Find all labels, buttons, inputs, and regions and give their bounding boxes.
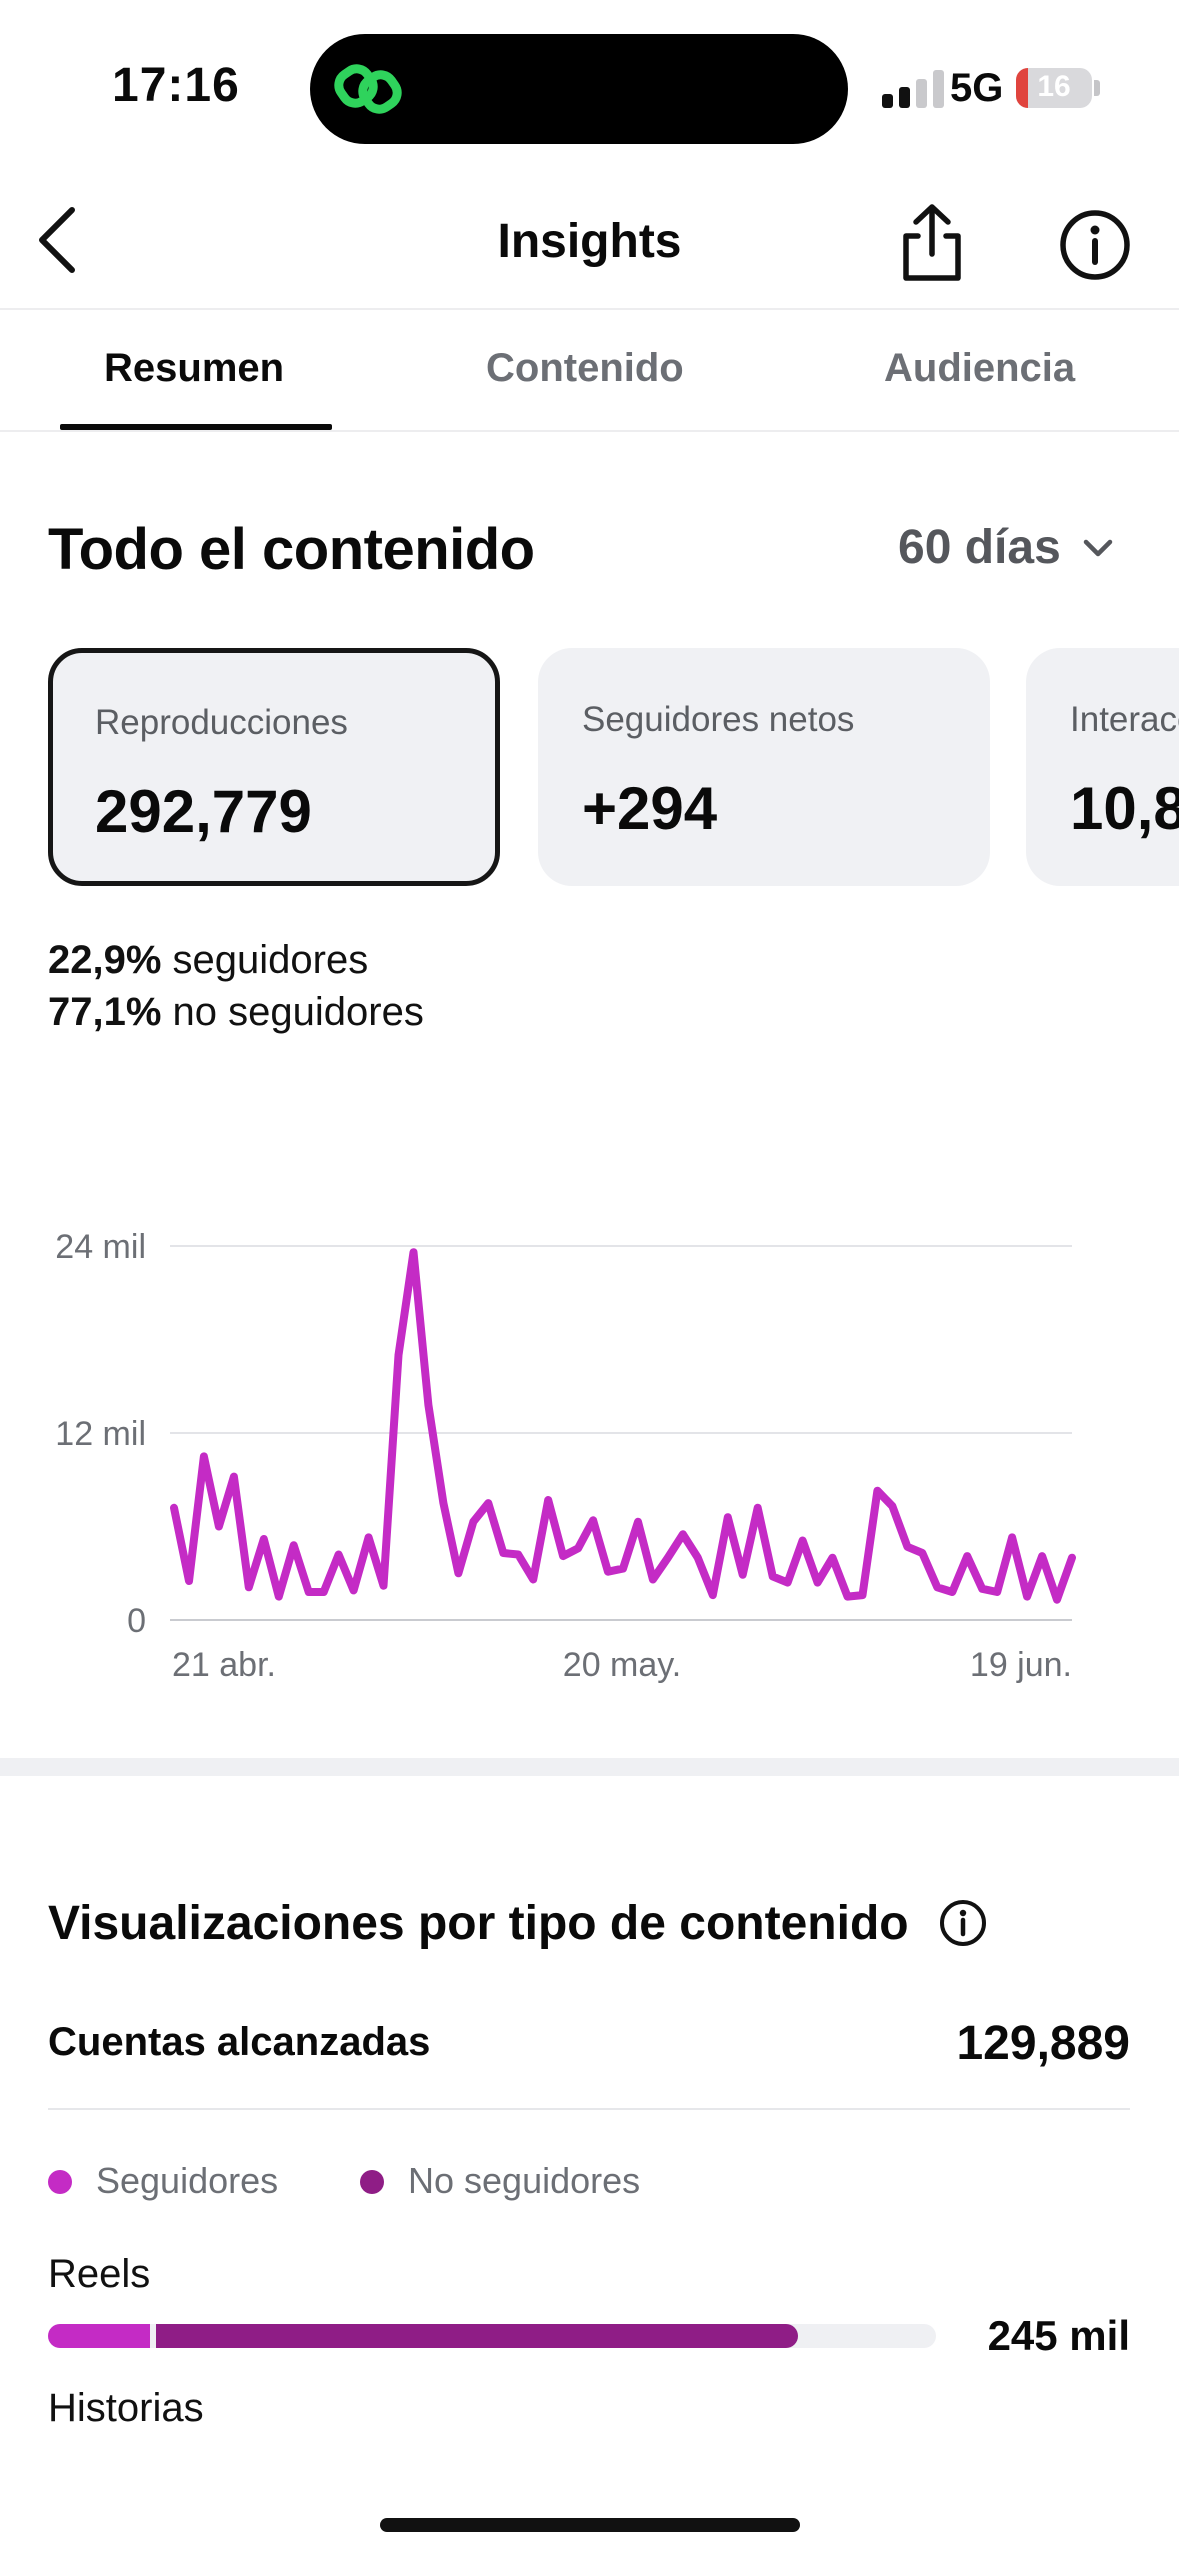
reach-label: Cuentas alcanzadas: [48, 2020, 431, 2064]
reels-bar: [48, 2324, 936, 2348]
split-percent: 22,9%: [48, 938, 162, 982]
split-percent: 77,1%: [48, 990, 162, 1034]
x-tick-label: 20 may.: [563, 1646, 681, 1684]
network-type: 5G: [950, 66, 1004, 110]
y-tick-label: 0: [127, 1602, 146, 1640]
y-tick-label: 12 mil: [55, 1415, 146, 1453]
metric-label: Seguidores netos: [582, 700, 855, 739]
split-label: no seguidores: [172, 990, 424, 1034]
tab-audiencia[interactable]: Audiencia: [884, 346, 1076, 390]
legend-non-followers: No seguidores: [408, 2160, 641, 2201]
reels-bar-non-followers: [156, 2324, 799, 2348]
section-divider: [0, 1758, 1179, 1776]
series-line: [170, 1248, 1076, 1604]
tab-contenido[interactable]: Contenido: [486, 346, 684, 390]
metric-card-reproducciones[interactable]: Reproducciones 292,779: [48, 648, 500, 886]
battery-icon: 16: [1016, 68, 1092, 108]
split-label: seguidores: [172, 938, 369, 982]
status-time: 17:16: [112, 59, 240, 112]
metric-label: Reproducciones: [95, 703, 348, 742]
battery-percent: 16: [1037, 70, 1071, 103]
chevron-down-icon[interactable]: [1080, 530, 1116, 566]
dynamic-island: [310, 34, 848, 144]
page-title: Insights: [497, 215, 682, 268]
share-icon: [903, 204, 961, 281]
legend-followers: Seguidores: [96, 2160, 279, 2201]
battery-level: [1016, 68, 1029, 108]
x-tick-label: 19 jun.: [970, 1646, 1072, 1684]
header-divider: [0, 308, 1179, 310]
split-followers: 22,9% seguidores: [48, 938, 368, 983]
split-non-followers: 77,1% no seguidores: [48, 990, 424, 1035]
reach-value: 129,889: [956, 2017, 1130, 2070]
x-tick-label: 21 abr.: [172, 1646, 276, 1684]
home-indicator: [380, 2518, 800, 2532]
link-icon: [334, 64, 402, 114]
period-selector[interactable]: 60 días: [898, 521, 1061, 574]
reels-value: 245 mil: [987, 2312, 1130, 2359]
metric-card-interacciones[interactable]: Interacciones 10,8: [1026, 648, 1179, 886]
views-line-chart: 24 mil 12 mil 0 21 abr. 20 may. 19 jun.: [55, 1228, 1076, 1684]
metric-value: 10,8: [1070, 775, 1179, 842]
legend-dot-followers: [48, 2170, 72, 2194]
section-title: Todo el contenido: [48, 517, 535, 582]
reels-bar-followers: [48, 2324, 151, 2348]
active-tab-indicator: [60, 424, 332, 430]
tab-resumen[interactable]: Resumen: [104, 346, 285, 390]
row-label-historias: Historias: [48, 2386, 204, 2430]
info-button[interactable]: [1058, 208, 1132, 282]
share-button[interactable]: [896, 202, 968, 284]
back-button[interactable]: [30, 200, 90, 280]
tabs-divider: [0, 430, 1179, 432]
info-icon[interactable]: [938, 1898, 988, 1948]
visualizations-title: Visualizaciones por tipo de contenido: [48, 1897, 909, 1950]
battery-nub: [1094, 80, 1100, 96]
metric-card-seguidores-netos[interactable]: Seguidores netos +294: [538, 648, 990, 886]
chevron-left-icon: [39, 207, 75, 273]
row-label-reels: Reels: [48, 2252, 151, 2296]
metric-label: Interacciones: [1070, 700, 1179, 739]
metric-value: +294: [582, 775, 718, 842]
info-icon: [1060, 210, 1130, 280]
reach-divider: [48, 2108, 1130, 2110]
metric-value: 292,779: [95, 778, 312, 845]
legend-dot-non-followers: [360, 2170, 384, 2194]
signal-icon: [882, 70, 944, 108]
y-tick-label: 24 mil: [55, 1228, 146, 1266]
